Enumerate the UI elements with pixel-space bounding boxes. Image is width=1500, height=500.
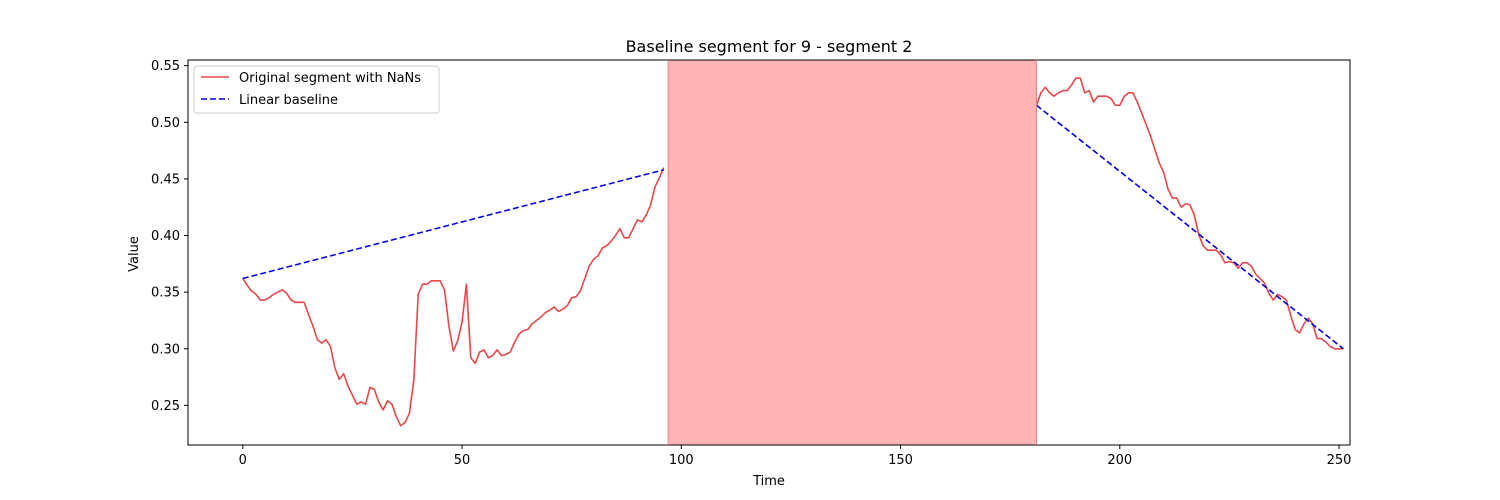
y-tick-label: 0.45 bbox=[151, 172, 180, 187]
y-tick-label: 0.25 bbox=[151, 399, 180, 414]
x-tick-label: 200 bbox=[1107, 453, 1132, 468]
x-tick-label: 150 bbox=[888, 453, 913, 468]
y-tick-label: 0.55 bbox=[151, 59, 180, 74]
x-tick-label: 100 bbox=[669, 453, 694, 468]
plot-area bbox=[187, 59, 1351, 446]
series-layer bbox=[242, 77, 1344, 427]
y-axis: 0.25 0.30 0.35 0.40 0.45 0.50 0.55 bbox=[151, 59, 188, 414]
legend-label-baseline: Linear baseline bbox=[239, 93, 338, 108]
original-series-line-0 bbox=[242, 167, 665, 427]
x-tick-label: 0 bbox=[239, 453, 247, 468]
nan-shaded-region bbox=[668, 60, 1037, 445]
baseline-series-line-0 bbox=[242, 169, 664, 280]
plot-frame bbox=[187, 59, 1351, 446]
y-tick-label: 0.50 bbox=[151, 116, 180, 131]
y-tick-label: 0.35 bbox=[151, 286, 180, 301]
y-tick-label: 0.30 bbox=[151, 342, 180, 357]
legend-label-original: Original segment with NaNs bbox=[239, 71, 421, 86]
y-axis-title: Value bbox=[127, 236, 142, 272]
chart-title: Baseline segment for 9 - segment 2 bbox=[626, 37, 913, 56]
baseline-series-line-1 bbox=[1036, 104, 1344, 350]
x-tick-label: 250 bbox=[1327, 453, 1352, 468]
original-series-line-1 bbox=[1035, 77, 1344, 350]
x-axis-title: Time bbox=[752, 474, 785, 489]
x-tick-label: 50 bbox=[454, 453, 471, 468]
legend-box bbox=[193, 65, 440, 114]
y-tick-label: 0.40 bbox=[151, 229, 180, 244]
x-axis: 0 50 100 150 200 250 bbox=[239, 445, 1352, 468]
legend: Original segment with NaNs Linear baseli… bbox=[193, 65, 440, 114]
